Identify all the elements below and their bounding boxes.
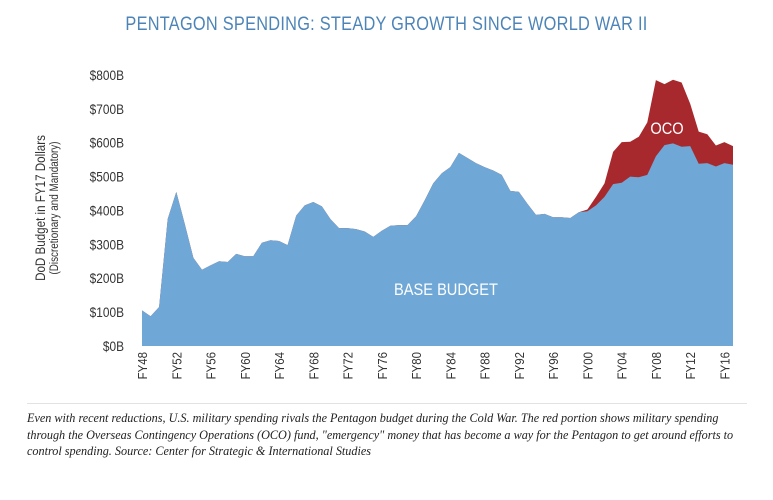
area-chart: $0B $100B $200B $300B $400B $500B $600B $700B $8…	[90, 67, 733, 380]
y-tick-label: $600B	[90, 135, 124, 151]
x-tick-label: FY96	[546, 352, 561, 380]
chart-caption: Even with recent reductions, U.S. milita…	[27, 411, 734, 458]
y-tick-label: $0B	[103, 338, 124, 354]
x-tick-label: FY72	[341, 352, 356, 380]
x-tick-label: FY60	[238, 352, 253, 380]
y-tick-label: $800B	[90, 67, 124, 83]
y-tick-label: $500B	[90, 169, 124, 185]
x-tick-label: FY16	[718, 352, 733, 380]
y-tick-label: $300B	[90, 237, 124, 253]
y-tick-label: $100B	[90, 304, 124, 320]
y-tick-label: $400B	[90, 203, 124, 219]
base-budget-area	[142, 143, 733, 346]
x-tick-label: FY92	[512, 352, 527, 380]
base-budget-label: BASE BUDGET	[394, 281, 498, 299]
x-tick-label: FY84	[444, 352, 459, 380]
x-tick-label: FY80	[409, 352, 424, 380]
x-tick-label: FY04	[615, 352, 630, 380]
oco-label: OCO	[650, 120, 683, 138]
x-tick-label: FY56	[204, 352, 219, 380]
x-tick-label: FY88	[478, 352, 493, 380]
caption-divider	[27, 403, 747, 404]
x-tick-label: FY00	[581, 352, 596, 380]
x-tick-label: FY68	[307, 352, 322, 380]
y-tick-label: $700B	[90, 101, 124, 117]
x-tick-label: FY52	[170, 352, 185, 380]
x-tick-label: FY08	[649, 352, 664, 380]
x-tick-label: FY48	[135, 352, 150, 380]
x-tick-label: FY64	[272, 352, 287, 380]
x-tick-label: FY76	[375, 352, 390, 380]
y-tick-label: $200B	[90, 271, 124, 287]
chart-title: PENTAGON SPENDING: STEADY GROWTH SINCE W…	[125, 14, 648, 35]
x-tick-label: FY12	[684, 352, 699, 380]
